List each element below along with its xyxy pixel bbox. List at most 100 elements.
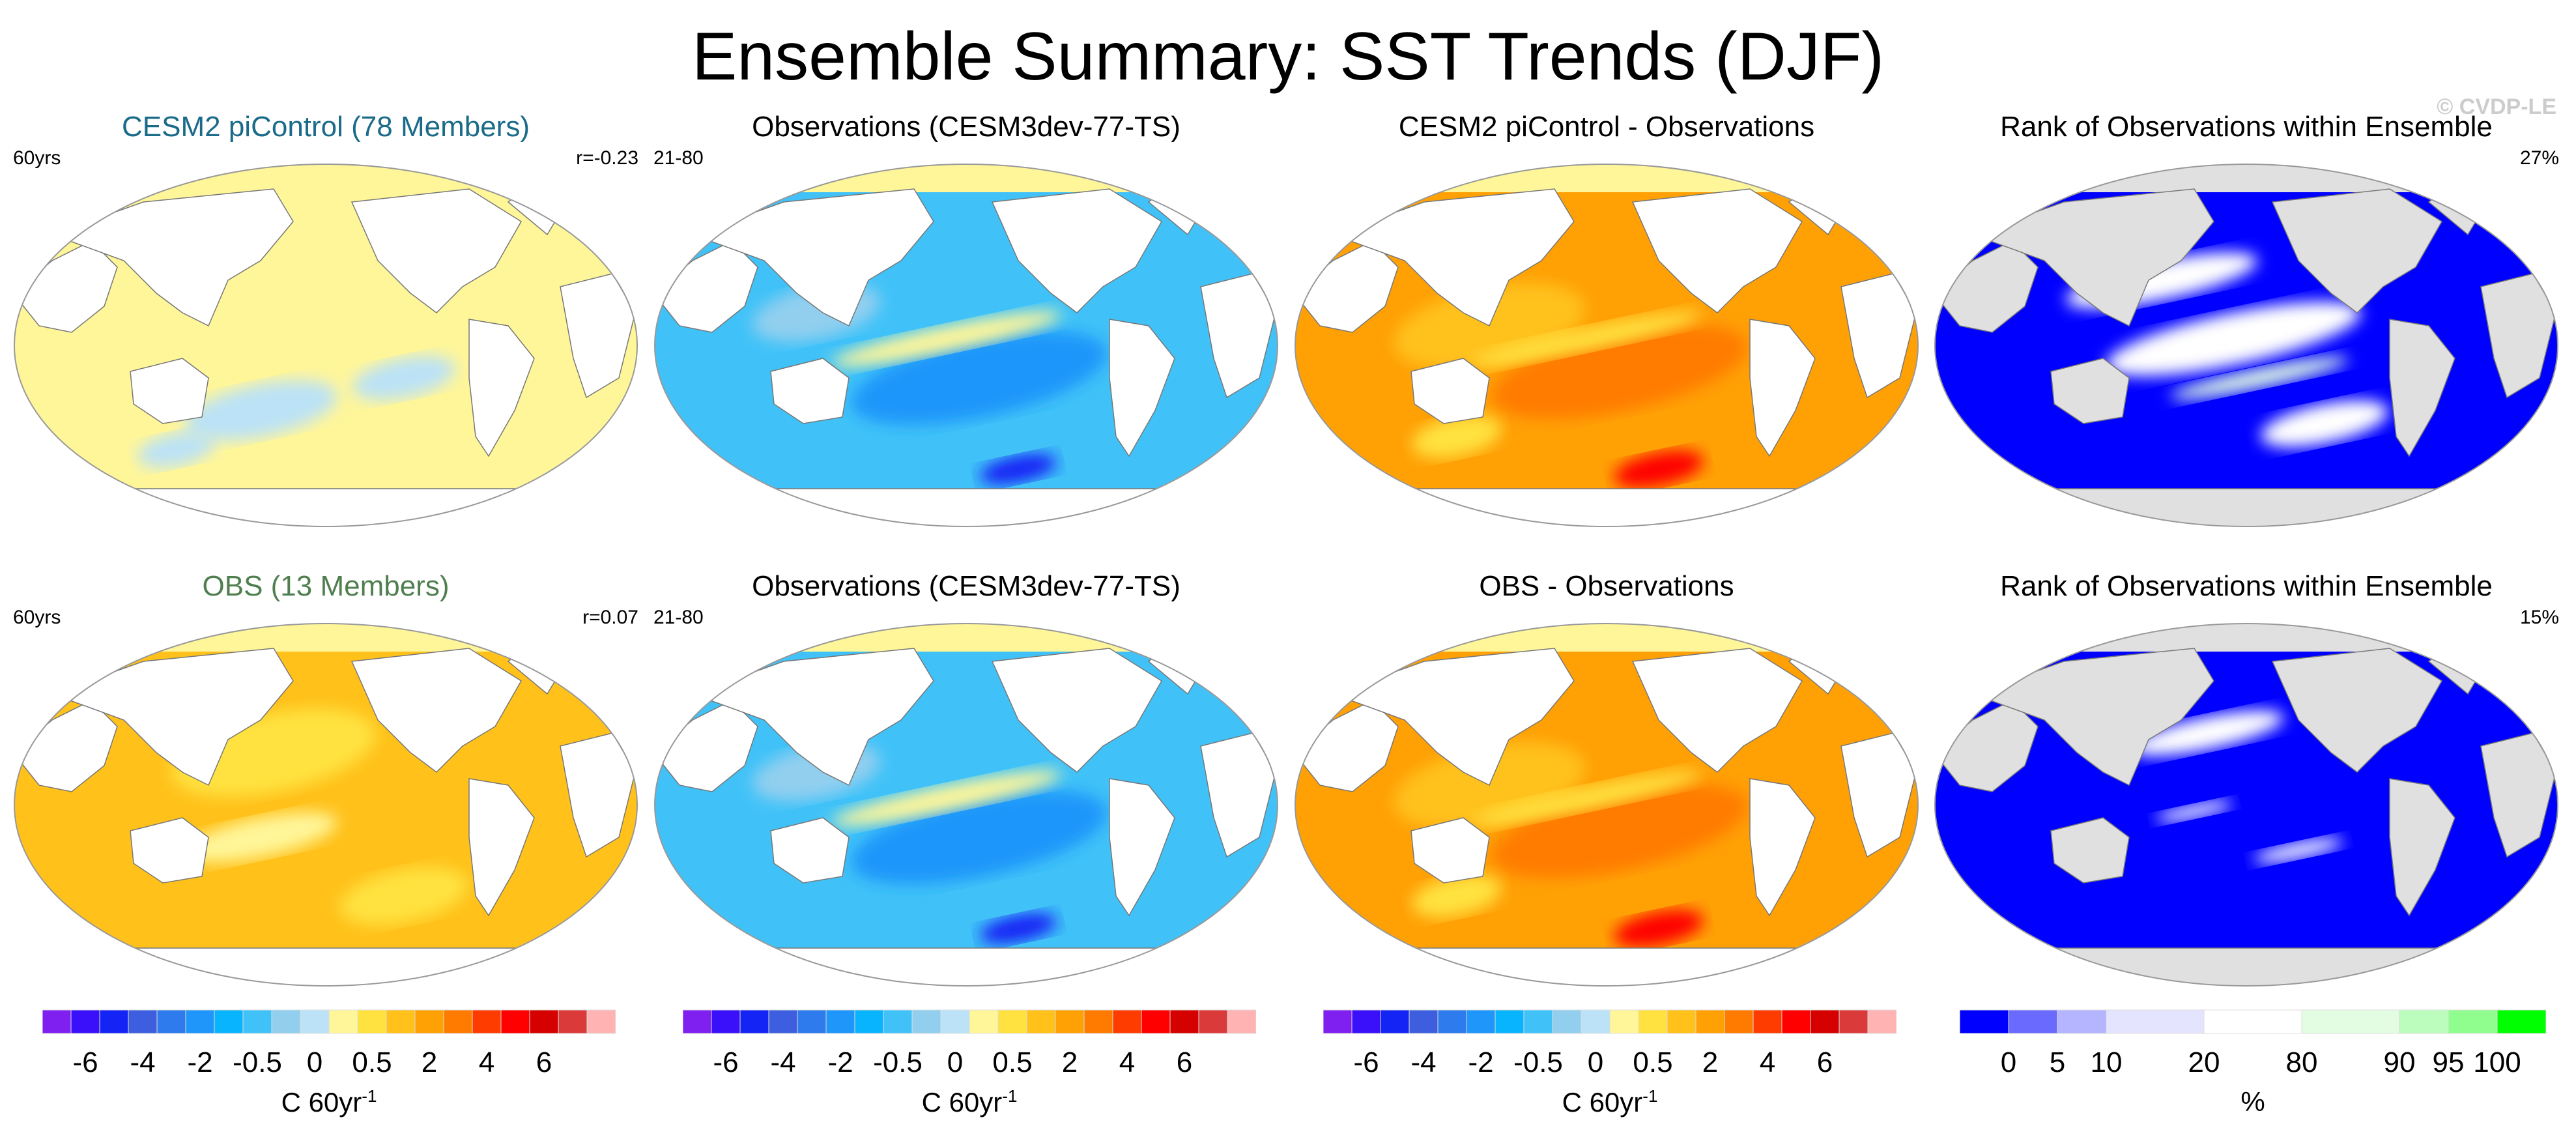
colorbar-swatch (883, 1009, 913, 1034)
colorbar-swatch (768, 1009, 798, 1034)
land-mass (468, 778, 535, 917)
unit-text: % (2240, 1086, 2265, 1117)
sst-map (1934, 623, 2558, 987)
anomaly-region (2106, 301, 2361, 377)
colorbar-swatch (558, 1009, 588, 1034)
colorbar-swatch (99, 1009, 129, 1034)
colorbar-swatch (1960, 1009, 2009, 1034)
land-mass (130, 817, 209, 884)
map-panel: Rank of Observations within Ensemble 15% (1934, 570, 2559, 987)
colorbar-swatch (2057, 1009, 2107, 1034)
map-border (654, 623, 1278, 987)
land-mass (14, 947, 637, 986)
colorbar-swatch (1495, 1009, 1524, 1034)
panel-title: CESM2 piControl (78 Members) (122, 111, 530, 143)
anomaly-region (2260, 400, 2389, 447)
land-mass (1295, 947, 1918, 986)
stat-label: r=0.07 (582, 607, 638, 628)
anomaly-region (1412, 415, 1502, 458)
unit-superscript: -1 (1002, 1086, 1018, 1106)
colorbar-tick-label: 10 (2091, 1046, 2123, 1078)
anomaly-region (2254, 838, 2343, 863)
colorbar-swatch (328, 1009, 358, 1034)
stat-label: r=-0.23 (576, 147, 638, 169)
map-panel: Observations (CESM3dev-77-TS) 21-80 (653, 111, 1279, 528)
anomaly-region (2170, 356, 2349, 399)
land-mass (1935, 700, 2039, 792)
colorbar-tick-label: 4 (1760, 1046, 1775, 1078)
colorbar-tick-label: 2 (422, 1046, 437, 1078)
land-mass (351, 648, 522, 773)
colorbar-swatch (1638, 1009, 1668, 1034)
map-border (1934, 623, 2558, 987)
colorbar-unit: % (1960, 1086, 2546, 1117)
colorbar-swatch (1839, 1009, 1868, 1034)
map-panel: CESM2 piControl - Observations (1294, 111, 1919, 528)
colorbar-unit: C 60yr-1 (42, 1086, 616, 1118)
land-mass (1331, 648, 1575, 786)
colorbar-swatch (156, 1009, 186, 1034)
stat-label: 15% (2519, 607, 2559, 628)
land-mass (1109, 319, 1175, 457)
arctic-region (655, 624, 1278, 652)
colorbar-tick-label: 0 (307, 1046, 322, 1078)
land-mass (2271, 188, 2443, 313)
colorbar-tick-label: -4 (130, 1046, 155, 1078)
land-mass (468, 319, 535, 457)
land-mass (14, 700, 118, 792)
colorbar-tick-label: 0.5 (992, 1046, 1032, 1078)
colorbar-swatch (1437, 1009, 1467, 1034)
colorbar-swatch (1724, 1009, 1754, 1034)
colorbar-tick-label: 2 (1702, 1046, 1718, 1078)
colorbar-tick-label: 20 (2188, 1046, 2220, 1078)
colorbar-swatch (185, 1009, 215, 1034)
map-border (1295, 623, 1919, 987)
colorbar-tick-label: -4 (770, 1046, 795, 1078)
figure-title: Ensemble Summary: SST Trends (DJF) (691, 19, 1885, 94)
colorbar-swatch (2497, 1009, 2546, 1034)
sst-map (14, 164, 638, 527)
colorbar-swatch (1781, 1009, 1811, 1034)
colorbar-swatch (414, 1009, 444, 1034)
land-mass (2050, 817, 2130, 884)
anomaly-region (851, 331, 1108, 425)
colorbar-swatch (1141, 1009, 1171, 1034)
arctic-region (1935, 624, 2558, 652)
land-mass (1749, 319, 1816, 457)
unit-text: C 60yr (281, 1087, 362, 1117)
land-mass (655, 488, 1278, 526)
arctic-region (14, 164, 637, 192)
colorbar-swatch (1552, 1009, 1582, 1034)
colorbar-tick-label: -6 (1353, 1046, 1379, 1078)
colorbar-swatch (1409, 1009, 1438, 1034)
sst-map (654, 623, 1278, 987)
map-panel: OBS (13 Members) 60yrs r=0.07 (13, 570, 638, 987)
land-mass (655, 240, 758, 333)
colorbar-tick-label: -2 (827, 1046, 853, 1078)
anomaly-region (2156, 801, 2233, 822)
colorbar-swatch (1083, 1009, 1113, 1034)
colorbar-swatch (683, 1009, 712, 1034)
colorbar-swatch (300, 1009, 330, 1034)
arctic-region (14, 624, 637, 652)
anomaly-region (184, 380, 337, 441)
colorbar-swatch (1523, 1009, 1553, 1034)
map-border (14, 164, 638, 527)
colorbar-tick-label: 6 (1177, 1046, 1192, 1078)
land-mass (50, 188, 294, 327)
land-mass (14, 240, 118, 333)
colorbar-tick-label: 4 (1119, 1046, 1135, 1078)
colorbar-swatch (1169, 1009, 1199, 1034)
colorbar-swatch (911, 1009, 941, 1034)
colorbar-swatch (1351, 1009, 1381, 1034)
anomaly-region (1491, 784, 1748, 878)
anomaly-region (2130, 710, 2284, 756)
colorbar-swatch (1026, 1009, 1056, 1034)
colorbar-tick-label: 5 (2050, 1046, 2065, 1078)
arctic-region (655, 164, 1278, 192)
anomaly-region (980, 454, 1057, 485)
colorbar-swatch (500, 1009, 530, 1034)
colorbar-swatch (2301, 1009, 2400, 1034)
period-label: 21-80 (653, 147, 704, 169)
colorbar-swatch (271, 1009, 301, 1034)
